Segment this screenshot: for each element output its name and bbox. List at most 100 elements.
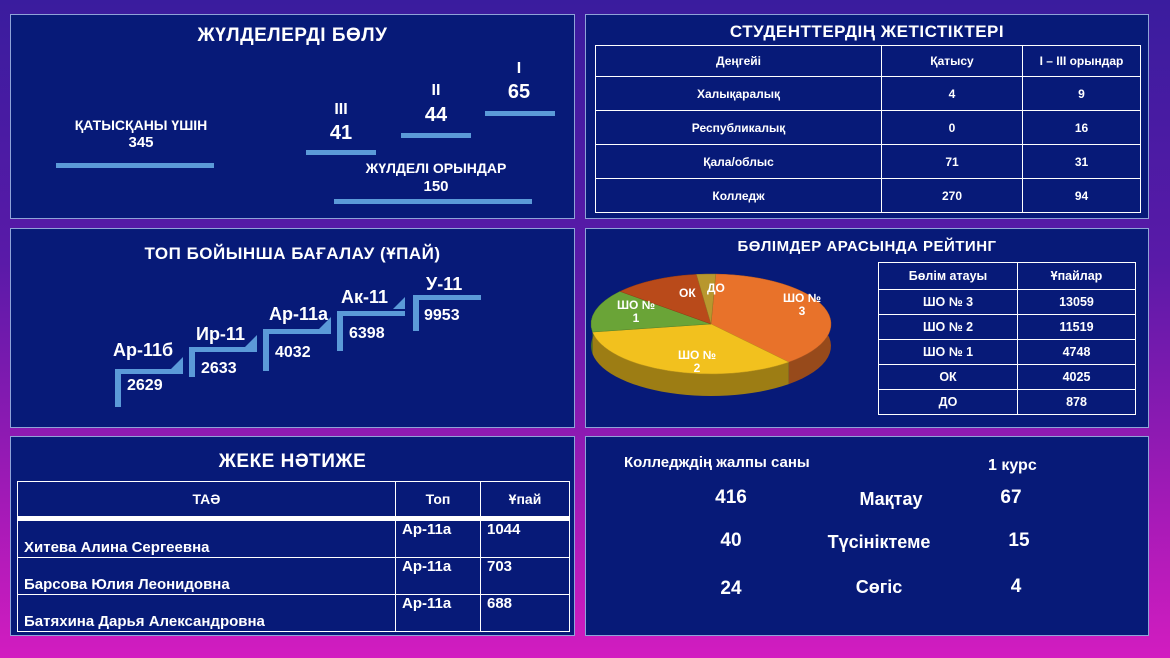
step-3-corner (319, 317, 331, 329)
col-score-header: Ұпай (480, 481, 570, 521)
table-row: Халықаралық 4 9 (595, 76, 1141, 111)
table-row: ШО № 3 13059 (878, 289, 1136, 315)
group-5-value: 9953 (424, 307, 460, 324)
pie-label-do: ДО (707, 281, 725, 295)
step-2-horizontal (189, 347, 257, 352)
praise-label: Мақтау (859, 489, 923, 509)
first-place-value: 65 (507, 81, 531, 103)
row-participation: 71 (881, 144, 1023, 179)
reprimand-label: Сөгіс (855, 577, 903, 597)
step-shapes (115, 295, 481, 407)
pie-slice-sho2 (592, 323, 790, 375)
row-participation: 0 (881, 110, 1023, 145)
table-header-row: Деңгейі Қатысу I – III орындар (595, 45, 1141, 77)
college-panel: Колледждің жалпы саны 1 курс 416 Мақтау … (585, 436, 1149, 636)
pie-label-sho3-a: ШО № (782, 291, 822, 305)
row-group: Ар-11а (395, 594, 481, 632)
achievements-panel: СТУДЕНТТЕРДІҢ ЖЕТІСТІКТЕРІ Деңгейі Қатыс… (585, 14, 1149, 219)
group-1-value: 2629 (127, 377, 163, 394)
participation-value: 345 (128, 134, 154, 151)
row-places: 16 (1022, 110, 1141, 145)
total-praise-value: 416 (715, 487, 747, 508)
row-dept: ШО № 3 (878, 289, 1018, 315)
row-dept: ДО (878, 389, 1018, 415)
table-header-row: ТАӘ Топ Ұпай (17, 481, 570, 521)
achievements-title: СТУДЕНТТЕРДІҢ ЖЕТІСТІКТЕРІ (729, 22, 1005, 41)
step-3-vertical (263, 329, 269, 371)
group-3-value: 4032 (275, 344, 311, 361)
remark-label: Түсініктеме (827, 532, 931, 552)
pie-label-sho1-a: ШО № (616, 298, 656, 312)
table-row: ШО № 1 4748 (878, 339, 1136, 365)
course-reprimand-value: 4 (1010, 576, 1022, 597)
row-places: 31 (1022, 144, 1141, 179)
third-place-value: 41 (329, 122, 353, 144)
groups-title: ТОП БОЙЫНША БАҒАЛАУ (ҰПАЙ) (144, 244, 441, 263)
pie-slice-sho1 (590, 291, 712, 333)
col-dept-header: Бөлім атауы (878, 262, 1018, 290)
row-places: 9 (1022, 76, 1141, 111)
table-row: Қала/облыс 71 31 (595, 144, 1141, 179)
row-points: 878 (1017, 389, 1136, 415)
row-level: Халықаралық (595, 76, 882, 111)
total-remark-value: 40 (720, 530, 742, 551)
college-total-label: Колледждің жалпы саны (624, 454, 810, 471)
table-row: Хитева Алина Сергеевна Ар-11а 1044 (17, 518, 570, 558)
row-dept: ШО № 2 (878, 314, 1018, 340)
row-points: 11519 (1017, 314, 1136, 340)
row-score: 688 (480, 594, 570, 632)
individual-table: ТАӘ Топ Ұпай Хитева Алина Сергеевна Ар-1… (17, 481, 570, 632)
prize-places-bar (334, 199, 532, 204)
step-2-vertical (189, 347, 195, 377)
pie-label-sho2: ШО № 2 (671, 348, 723, 375)
group-4-name: Ак-11 (341, 287, 389, 307)
achievements-table: Деңгейі Қатысу I – III орындар Халықарал… (595, 45, 1141, 213)
second-place-label: II (431, 82, 441, 99)
course-label: 1 курс (988, 457, 1037, 474)
table-row: ШО № 2 11519 (878, 314, 1136, 340)
row-participation: 270 (881, 178, 1023, 213)
rating-panel: БӨЛІМДЕР АРАСЫНДА РЕЙТИНГ ШО № 3 ШО № 2 … (585, 228, 1149, 428)
step-2-corner (245, 335, 257, 347)
rating-table: Бөлім атауы Ұпайлар ШО № 3 13059 ШО № 2 11… (878, 262, 1136, 415)
row-score: 703 (480, 557, 570, 595)
step-4-horizontal (337, 311, 405, 316)
prize-places-label: ЖҮЛДЕЛІ ОРЫНДАР (365, 160, 507, 176)
row-full-name: Хитева Алина Сергеевна (17, 518, 396, 558)
step-1-vertical (115, 369, 121, 407)
col-points-header: Ұпайлар (1017, 262, 1136, 290)
col-name-header: ТАӘ (17, 481, 396, 521)
step-1-horizontal (115, 369, 183, 374)
awards-panel: ЖҮЛДЕЛЕРДІ БӨЛУ ҚАТЫСҚАНЫ ҮШІН 345 III 4… (10, 14, 575, 219)
participation-label: ҚАТЫСҚАНЫ ҮШІН (74, 117, 208, 133)
step-1-corner (171, 357, 183, 369)
group-4-value: 6398 (349, 325, 385, 342)
course-praise-value: 67 (1000, 487, 1022, 508)
pie-label-sho1: ШО № 1 (616, 298, 656, 325)
rating-pie-chart (590, 273, 832, 396)
pie-slice-do (696, 273, 717, 325)
group-1-name: Ар-11б (113, 340, 174, 360)
table-row: ДО 878 (878, 389, 1136, 415)
table-row: Республикалық 0 16 (595, 110, 1141, 145)
table-row: Колледж 270 94 (595, 178, 1141, 213)
rating-title: БӨЛІМДЕР АРАСЫНДА РЕЙТИНГ (737, 238, 997, 255)
pie-label-sho2-a: ШО № (677, 348, 717, 362)
groups-panel: ТОП БОЙЫНША БАҒАЛАУ (ҰПАЙ) Ар-11б 2629 И… (10, 228, 575, 428)
step-4-vertical (337, 311, 343, 351)
table-row: Барсова Юлия Леонидовна Ар-11а 703 (17, 557, 570, 595)
row-participation: 4 (881, 76, 1023, 111)
first-place-label: I (516, 60, 522, 77)
row-level: Колледж (595, 178, 882, 213)
row-level: Республикалық (595, 110, 882, 145)
prize-places-value: 150 (423, 178, 449, 195)
first-place-bar (485, 111, 555, 116)
row-group: Ар-11а (395, 518, 481, 558)
pie-slice-sho3 (710, 273, 832, 363)
group-2-value: 2633 (201, 360, 237, 377)
participation-bar (56, 163, 214, 168)
individual-panel: ЖЕКЕ НӘТИЖЕ ТАӘ Топ Ұпай Хитева Алина Се… (10, 436, 575, 636)
second-place-bar (401, 133, 471, 138)
col-group-header: Топ (395, 481, 481, 521)
row-points: 4748 (1017, 339, 1136, 365)
